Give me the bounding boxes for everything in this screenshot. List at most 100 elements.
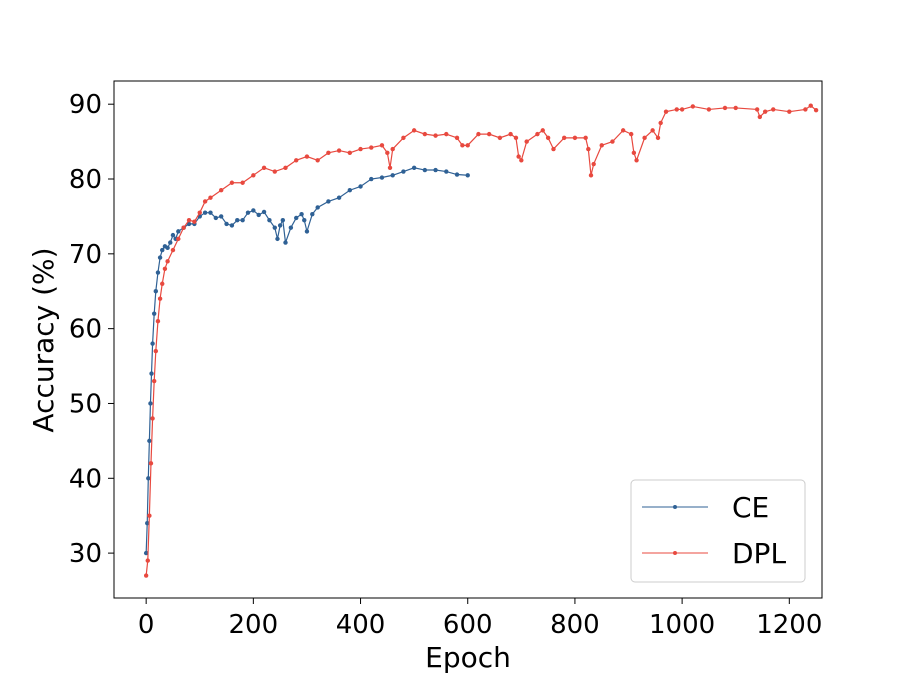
data-point	[229, 180, 235, 185]
data-point	[562, 135, 567, 141]
data-point	[497, 135, 503, 141]
data-point	[347, 188, 353, 193]
x-tick-label: 1000	[649, 610, 715, 640]
data-point	[202, 199, 208, 204]
data-point	[162, 266, 168, 271]
data-point	[315, 205, 320, 210]
data-point	[150, 341, 155, 346]
data-point	[722, 105, 728, 111]
data-point	[379, 143, 385, 148]
y-tick-label: 60	[69, 315, 102, 345]
y-tick-label: 40	[69, 464, 102, 494]
data-point	[261, 165, 267, 170]
data-point	[294, 158, 299, 163]
data-point	[628, 131, 634, 137]
data-point	[465, 173, 470, 178]
data-point	[519, 158, 524, 163]
data-point	[165, 259, 170, 264]
data-point	[454, 135, 460, 141]
data-point	[224, 221, 229, 227]
data-point	[155, 270, 161, 275]
data-point	[411, 165, 417, 170]
data-point	[143, 550, 149, 556]
data-point	[149, 371, 154, 376]
data-point	[304, 229, 310, 234]
data-point	[336, 195, 342, 200]
data-point	[213, 215, 219, 221]
data-point	[762, 109, 768, 114]
data-point	[476, 131, 481, 137]
data-point	[208, 195, 213, 200]
data-point	[411, 128, 417, 133]
data-point	[813, 107, 819, 113]
data-point	[803, 107, 808, 112]
data-point	[390, 146, 395, 152]
data-point	[757, 114, 763, 120]
data-point	[444, 131, 449, 137]
y-tick-label: 80	[69, 165, 102, 195]
data-point	[218, 214, 224, 219]
data-point	[147, 513, 152, 518]
data-point	[176, 236, 181, 242]
data-point	[181, 225, 186, 230]
data-point	[240, 217, 245, 223]
data-point	[486, 131, 492, 137]
x-tick-label: 400	[336, 610, 386, 640]
data-point	[658, 120, 663, 126]
data-point	[634, 158, 639, 163]
data-point	[150, 416, 155, 421]
data-point	[168, 240, 173, 245]
data-point	[153, 289, 159, 294]
data-point	[679, 107, 685, 112]
data-point	[160, 281, 165, 286]
data-point	[540, 128, 545, 133]
data-point	[379, 175, 385, 180]
data-point	[535, 131, 540, 137]
data-point	[302, 217, 307, 223]
data-point	[422, 131, 428, 137]
data-point	[336, 148, 342, 153]
data-point	[631, 150, 637, 156]
data-point	[326, 199, 331, 204]
data-point	[460, 143, 465, 148]
data-point	[401, 169, 406, 174]
data-point	[267, 217, 272, 223]
data-point	[650, 128, 655, 133]
x-tick-label: 800	[550, 610, 600, 640]
data-point	[280, 217, 286, 223]
series-dpl	[143, 103, 819, 578]
data-point	[808, 103, 813, 108]
data-point	[192, 219, 197, 224]
data-point	[754, 107, 760, 112]
data-point	[272, 169, 277, 174]
data-point	[674, 107, 679, 112]
data-point	[148, 401, 153, 406]
data-point	[256, 212, 261, 218]
data-point	[583, 135, 588, 141]
data-point	[157, 255, 163, 260]
data-point	[358, 184, 363, 189]
x-axis-label: Epoch	[425, 641, 511, 674]
data-point	[588, 173, 594, 178]
data-point	[733, 105, 738, 111]
data-point	[304, 154, 310, 159]
data-point	[433, 133, 438, 138]
data-point	[524, 139, 529, 144]
data-point	[202, 210, 208, 215]
data-point	[347, 150, 353, 156]
data-point	[620, 128, 626, 133]
data-point	[272, 225, 277, 230]
data-point	[545, 135, 551, 141]
data-point	[288, 225, 294, 230]
data-point	[208, 210, 213, 215]
data-point	[151, 311, 157, 316]
data-point	[591, 161, 596, 167]
data-point	[642, 135, 647, 141]
data-point	[283, 240, 288, 245]
data-point	[170, 247, 176, 253]
data-point	[390, 173, 395, 178]
data-point	[197, 210, 202, 215]
data-point	[310, 211, 315, 217]
data-point	[299, 211, 304, 217]
data-point	[251, 173, 256, 178]
